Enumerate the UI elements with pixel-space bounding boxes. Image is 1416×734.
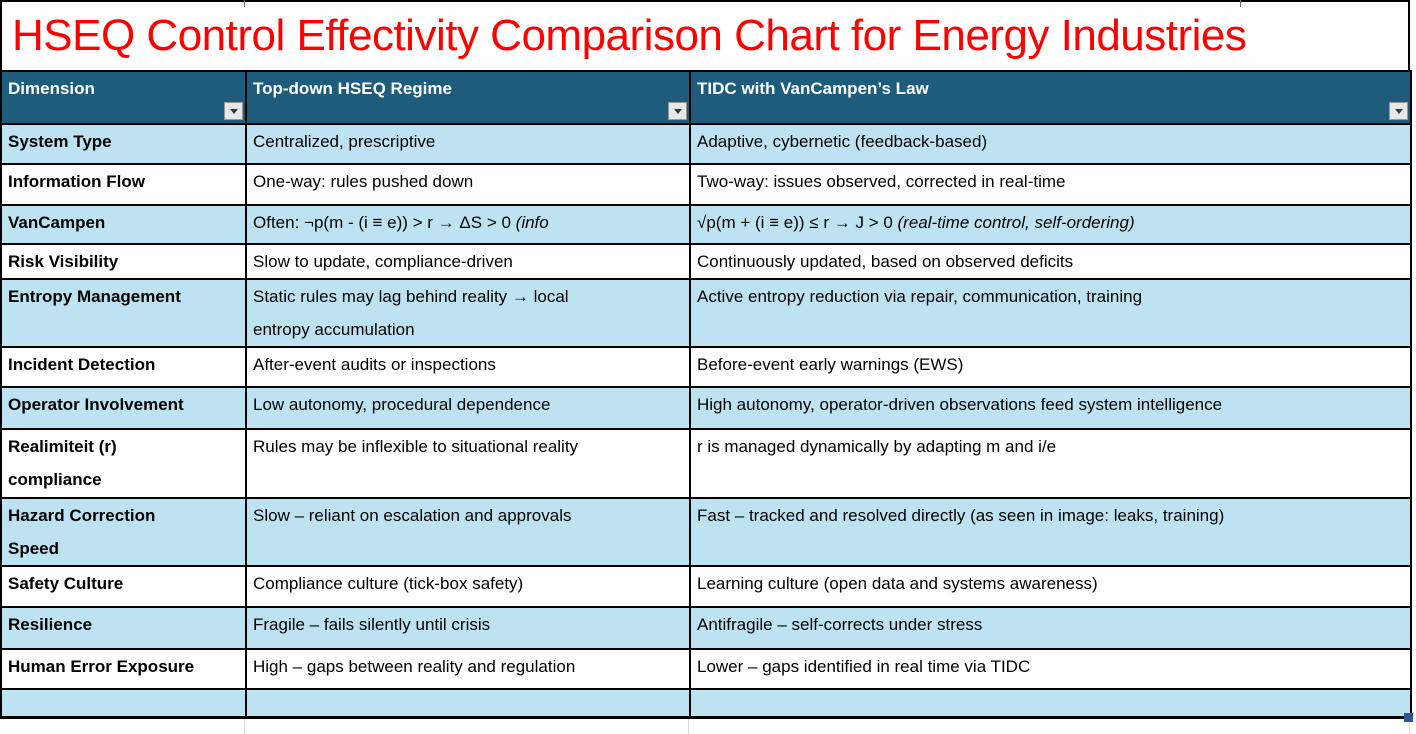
- chevron-down-icon: [1394, 108, 1403, 114]
- tidc-cell[interactable]: High autonomy, operator-driven observati…: [689, 386, 1412, 430]
- tidc-cell[interactable]: Fast – tracked and resolved directly (as…: [689, 497, 1412, 567]
- dimension-cell[interactable]: Hazard Correction Speed: [0, 497, 247, 567]
- dimension-cell[interactable]: VanCampen: [0, 204, 247, 245]
- filter-button[interactable]: [668, 102, 687, 120]
- gridline: [244, 718, 245, 734]
- formula-text: Often: ¬p(m - (i ≡ e)) > r → ΔS > 0: [253, 213, 516, 232]
- table-row: Resilience Fragile – fails silently until…: [0, 606, 1412, 650]
- title-cell[interactable]: HSEQ Control Effectivity Comparison Char…: [0, 0, 1410, 70]
- formula-note-italic: (real-time control, self-ordering): [897, 213, 1135, 232]
- filter-button[interactable]: [1389, 102, 1408, 120]
- tidc-cell[interactable]: Antifragile – self-corrects under stress: [689, 606, 1412, 650]
- gridline: [1409, 718, 1410, 734]
- table-row: Risk Visibility Slow to update, complianc…: [0, 243, 1412, 280]
- topdown-cell[interactable]: After-event audits or inspections: [245, 346, 691, 388]
- tidc-cell[interactable]: Active entropy reduction via repair, com…: [689, 278, 1412, 348]
- gridline: [688, 718, 689, 734]
- table-row: [0, 688, 1412, 719]
- tidc-cell[interactable]: √p(m + (i ≡ e)) ≤ r → J > 0 (real-time c…: [689, 204, 1412, 245]
- topdown-cell[interactable]: Often: ¬p(m - (i ≡ e)) > r → ΔS > 0 (inf…: [245, 204, 691, 245]
- dimension-cell[interactable]: Incident Detection: [0, 346, 247, 388]
- column-header-top-down-hseq-regime[interactable]: Top-down HSEQ Regime: [245, 70, 691, 125]
- column-header-label: Dimension: [8, 79, 95, 98]
- dimension-cell[interactable]: Entropy Management: [0, 278, 247, 348]
- area-below-table: [0, 718, 1416, 734]
- topdown-cell[interactable]: Fragile – fails silently until crisis: [245, 606, 691, 650]
- dimension-cell[interactable]: Safety Culture: [0, 565, 247, 608]
- table-row: System Type Centralized, prescriptive Adap…: [0, 123, 1412, 165]
- table-row: Entropy Management Static rules may lag b…: [0, 278, 1412, 348]
- topdown-cell[interactable]: Rules may be inflexible to situational r…: [245, 428, 691, 499]
- table-row: Operator Involvement Low autonomy, proced…: [0, 386, 1412, 430]
- table-row: Realimiteit (r) compliance Rules may be i…: [0, 428, 1412, 499]
- table-row: VanCampen Often: ¬p(m - (i ≡ e)) > r → ΔS…: [0, 204, 1412, 245]
- table-row: Safety Culture Compliance culture (tick-b…: [0, 565, 1412, 608]
- dimension-cell[interactable]: [0, 688, 247, 719]
- filter-button[interactable]: [224, 102, 243, 120]
- topdown-cell[interactable]: Low autonomy, procedural dependence: [245, 386, 691, 430]
- column-header-tidc-with-vancampen-s-law[interactable]: TIDC with VanCampen’s Law: [689, 70, 1412, 125]
- table-row: Hazard Correction Speed Slow – reliant on…: [0, 497, 1412, 567]
- dimension-cell[interactable]: System Type: [0, 123, 247, 165]
- tidc-cell[interactable]: Continuously updated, based on observed …: [689, 243, 1412, 280]
- tidc-cell[interactable]: Adaptive, cybernetic (feedback-based): [689, 123, 1412, 165]
- topdown-cell[interactable]: Static rules may lag behind reality → lo…: [245, 278, 691, 348]
- fill-handle[interactable]: [1404, 712, 1413, 722]
- topdown-cell[interactable]: Slow – reliant on escalation and approva…: [245, 497, 691, 567]
- table-block: HSEQ Control Effectivity Comparison Char…: [0, 0, 1412, 719]
- table-row: Incident Detection After-event audits or …: [0, 346, 1412, 388]
- topdown-cell[interactable]: [245, 688, 691, 719]
- topdown-cell[interactable]: Centralized, prescriptive: [245, 123, 691, 165]
- column-header-label: TIDC with VanCampen’s Law: [697, 79, 929, 98]
- tidc-cell[interactable]: Before-event early warnings (EWS): [689, 346, 1412, 388]
- formula-note-italic: (info: [515, 213, 549, 232]
- tidc-cell[interactable]: Two-way: issues observed, corrected in r…: [689, 163, 1412, 206]
- dimension-cell[interactable]: Resilience: [0, 606, 247, 650]
- page-title: HSEQ Control Effectivity Comparison Char…: [12, 11, 1247, 60]
- dimension-cell[interactable]: Information Flow: [0, 163, 247, 206]
- tidc-cell[interactable]: Lower – gaps identified in real time via…: [689, 648, 1412, 690]
- chevron-down-icon: [229, 108, 238, 114]
- dimension-cell[interactable]: Risk Visibility: [0, 243, 247, 280]
- dimension-cell[interactable]: Operator Involvement: [0, 386, 247, 430]
- table-row: Human Error Exposure High – gaps between …: [0, 648, 1412, 690]
- tidc-cell[interactable]: [689, 688, 1412, 719]
- column-header-dimension[interactable]: Dimension: [0, 70, 247, 125]
- header-row: Dimension Top-down HSEQ Regime TIDC with V…: [0, 70, 1412, 125]
- tidc-cell[interactable]: Learning culture (open data and systems …: [689, 565, 1412, 608]
- topdown-cell[interactable]: High – gaps between reality and regulati…: [245, 648, 691, 690]
- topdown-cell[interactable]: Slow to update, compliance-driven: [245, 243, 691, 280]
- dimension-cell[interactable]: Human Error Exposure: [0, 648, 247, 690]
- column-gridline-tick: [244, 0, 245, 7]
- comparison-table: Dimension Top-down HSEQ Regime TIDC with V…: [0, 70, 1412, 719]
- formula-text: √p(m + (i ≡ e)) ≤ r → J > 0: [697, 213, 898, 232]
- tidc-cell[interactable]: r is managed dynamically by adapting m a…: [689, 428, 1412, 499]
- dimension-cell[interactable]: Realimiteit (r) compliance: [0, 428, 247, 499]
- column-header-label: Top-down HSEQ Regime: [253, 79, 452, 98]
- chevron-down-icon: [673, 108, 682, 114]
- column-gridline-tick: [1240, 0, 1241, 7]
- topdown-cell[interactable]: One-way: rules pushed down: [245, 163, 691, 206]
- topdown-cell[interactable]: Compliance culture (tick-box safety): [245, 565, 691, 608]
- table-row: Information Flow One-way: rules pushed do…: [0, 163, 1412, 206]
